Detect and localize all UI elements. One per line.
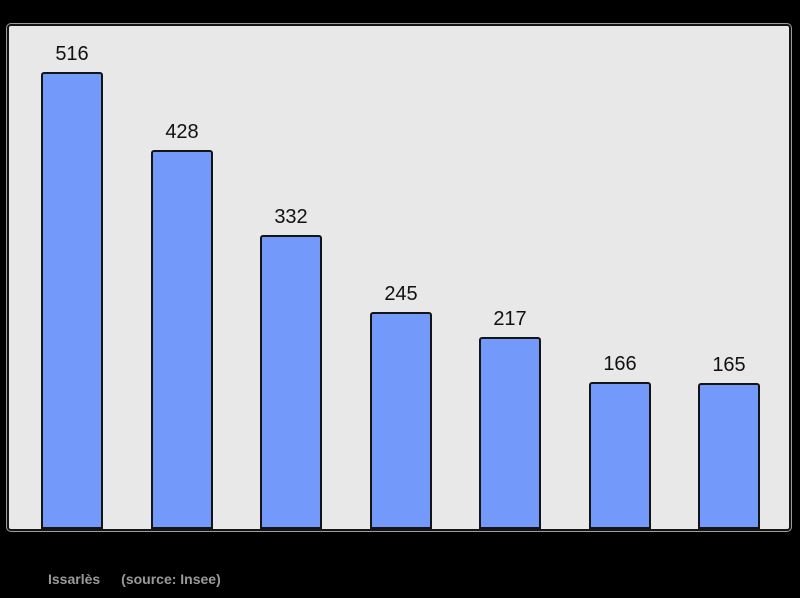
bar (698, 383, 760, 529)
bar (41, 72, 103, 529)
bar-group: 516 (41, 43, 103, 529)
chart-panel: 516 428 332 245 217 166 165 (7, 24, 791, 531)
bar-value-label: 165 (712, 354, 746, 376)
bar (260, 235, 322, 529)
bar-group: 217 (479, 308, 541, 529)
footer-commune-label: Issarlès (48, 571, 101, 587)
bar-value-label: 166 (603, 353, 637, 375)
bar (370, 312, 432, 529)
bar (479, 337, 541, 529)
bar-value-label: 245 (384, 283, 418, 305)
bar (589, 382, 651, 529)
bar-group: 332 (260, 206, 322, 529)
bar-group: 428 (151, 121, 213, 529)
bar-group: 245 (370, 283, 432, 529)
bar (151, 150, 213, 529)
footer-source-label: (source: Insee) (121, 571, 221, 587)
bar-value-label: 428 (165, 121, 199, 143)
bar-group: 166 (589, 353, 651, 529)
bars-container: 516 428 332 245 217 166 165 (9, 26, 789, 529)
bar-value-label: 217 (493, 308, 527, 330)
bar-value-label: 332 (274, 206, 308, 228)
chart-footer: Issarlès (source: Insee) (48, 571, 221, 587)
bar-group: 165 (698, 354, 760, 529)
bar-value-label: 516 (55, 43, 89, 65)
